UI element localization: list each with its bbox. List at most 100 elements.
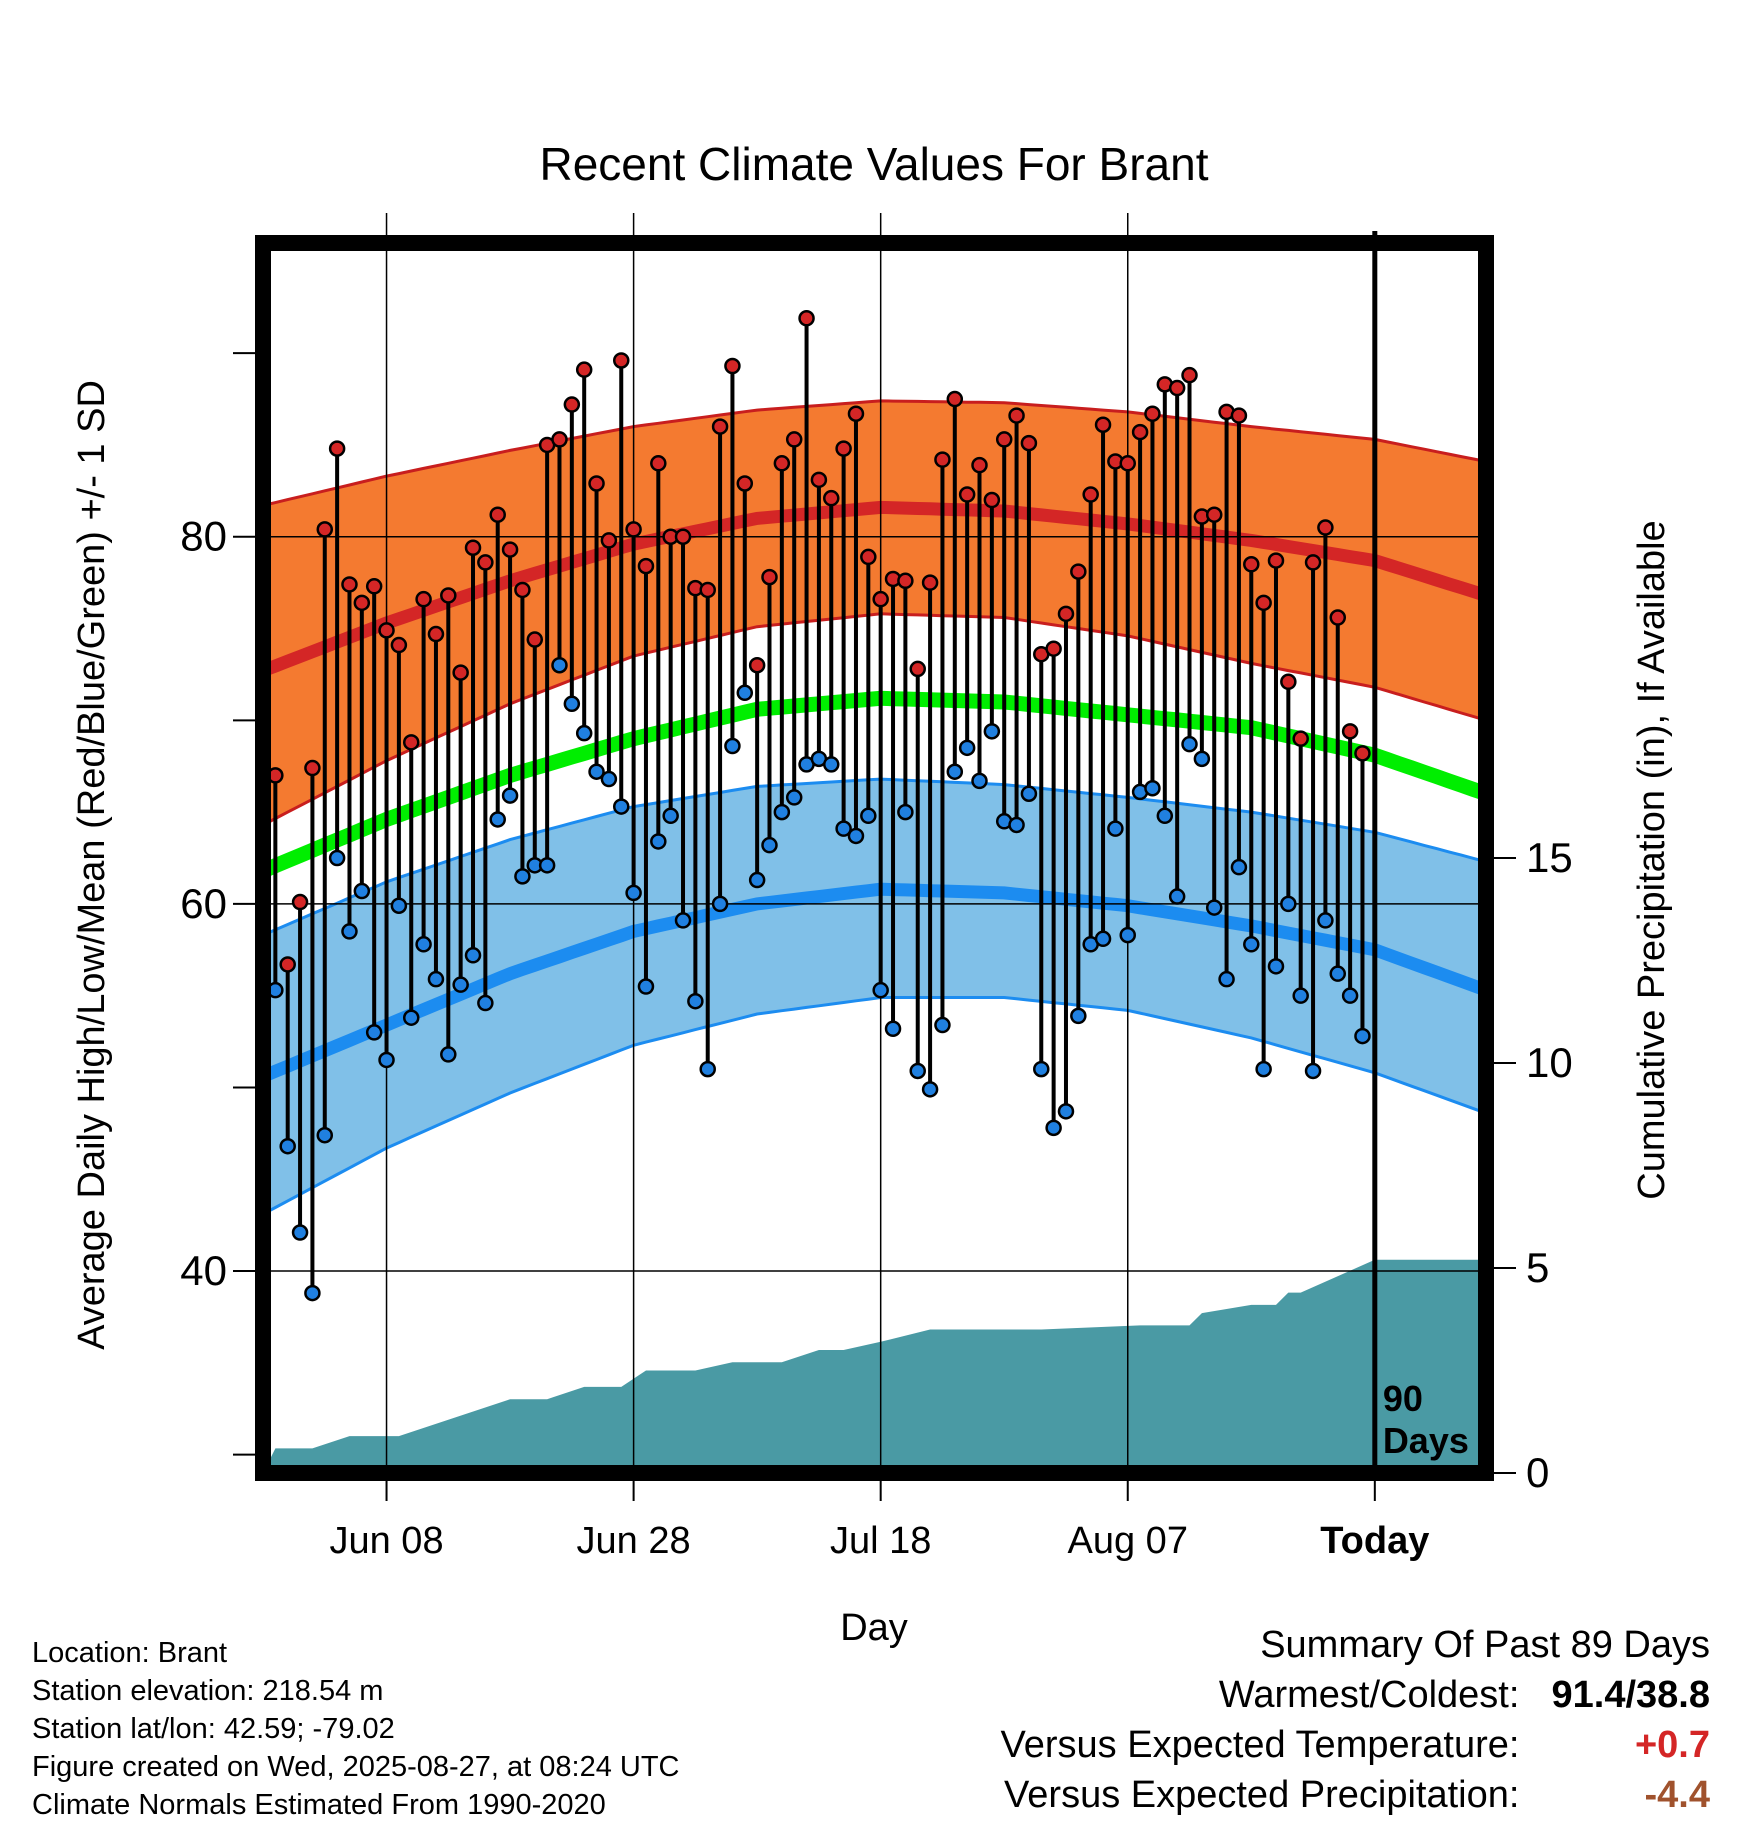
daily-low-point [452,976,469,993]
daily-high-point [785,431,803,448]
daily-high-point [934,451,951,468]
daily-high-point [995,431,1013,448]
y-tick-label: 80 [180,513,227,560]
daily-low-point [946,763,964,780]
daily-high-point [402,734,420,751]
plot-frame [255,235,1494,1481]
daily-low-point [1119,926,1136,944]
low-normal-band [263,779,1486,1215]
daily-low-point [1168,888,1186,905]
daily-high-point [921,574,939,591]
daily-low-point [341,923,358,940]
daily-low-point [983,723,1001,740]
daily-high-point [1057,605,1075,623]
summary-precip-value: -4.4 [1644,1774,1710,1816]
daily-low-point [1094,930,1112,948]
daily-low-point [860,807,877,825]
daily-low-point [575,724,593,742]
footer-elevation: Station elevation: 218.54 m [32,1675,384,1707]
y2-tick-label: 5 [1526,1244,1549,1291]
daily-low-point [1354,1027,1371,1045]
daily-high-point [1292,730,1309,747]
daily-high-point [365,578,383,595]
daily-low-point [304,1284,321,1302]
y2-tick-label: 0 [1526,1449,1549,1496]
x-tick-label: Jul 18 [830,1520,931,1562]
daily-low-point [724,737,741,755]
daily-low-point [674,912,692,929]
daily-high-point [1119,455,1136,472]
daily-low-point [501,787,519,804]
summary-temp-label: Versus Expected Temperature: [1000,1724,1520,1766]
daily-low-point [1181,735,1198,753]
daily-high-point [304,759,321,777]
normal-high-line [260,500,1488,677]
daily-high-point [625,521,642,538]
daily-high-point [526,631,544,648]
today-marker-label: 90 [1383,1378,1423,1419]
daily-high-point [897,572,914,590]
daily-high-point [328,440,346,457]
daily-high-point [1020,434,1038,452]
daily-low-point [823,756,840,773]
daily-high-point [1094,416,1112,433]
daily-low-point [563,695,581,713]
daily-low-point [897,803,914,821]
daily-low-point [748,871,766,889]
daily-low-point [699,1060,716,1078]
daily-low-point [316,1126,334,1144]
daily-high-point [1354,745,1371,762]
normal-low-line [260,882,1489,1083]
cumulative-precip-area [263,1259,1486,1473]
summary-warmest-value: 91.4/38.8 [1551,1674,1710,1716]
daily-low-point [279,1137,296,1155]
daily-low-point [650,833,667,850]
low-upper-edge [262,777,1487,937]
daily-low-point [551,656,568,674]
daily-high-point [316,521,334,538]
daily-low-point [1070,1007,1087,1025]
daily-low-point [1267,958,1285,975]
daily-low-point [613,798,630,815]
daily-high-point [378,622,395,639]
daily-high-point [452,664,469,681]
daily-high-point [983,491,1001,509]
daily-high-point [1267,552,1285,569]
daily-high-point [761,568,778,586]
daily-high-point [600,532,618,549]
summary-precip-row: Versus Expected Precipitation: -4.4 [1004,1774,1710,1817]
daily-high-point [501,541,519,558]
daily-low-point [427,970,445,988]
daily-high-point [427,625,445,643]
daily-low-point [921,1081,939,1098]
x-axis-label: Day [840,1607,908,1649]
x-tick-label: Jun 28 [577,1520,691,1562]
daily-low-point [847,827,865,845]
daily-low-point [1057,1103,1075,1120]
daily-low-point [353,882,371,900]
daily-low-point [1255,1060,1272,1078]
daily-high-point [637,557,655,575]
daily-high-point [551,431,568,448]
daily-high-point [1243,556,1260,573]
daily-high-point [798,310,815,327]
y-axis-label: Average Daily High/Low/Mean (Red/Blue/Gr… [71,380,113,1350]
daily-high-point [1168,379,1186,397]
daily-high-point [613,352,630,369]
daily-low-point [761,836,778,854]
daily-high-point [440,587,457,604]
daily-low-point [402,1009,420,1026]
daily-high-point [279,956,296,973]
daily-high-point [847,405,865,422]
daily-high-point [971,456,988,474]
daily-high-point [872,590,889,608]
summary-warmest-row: Warmest/Coldest: 91.4/38.8 [1219,1674,1710,1717]
daily-low-point [291,1224,309,1241]
daily-high-point [1131,423,1149,441]
daily-high-point [1280,673,1297,691]
daily-low-point [1218,970,1235,988]
daily-low-point [1045,1119,1062,1137]
footer-created: Figure created on Wed, 2025-08-27, at 08… [32,1751,680,1783]
daily-low-point [600,770,618,788]
y-tick-label: 40 [180,1247,227,1294]
